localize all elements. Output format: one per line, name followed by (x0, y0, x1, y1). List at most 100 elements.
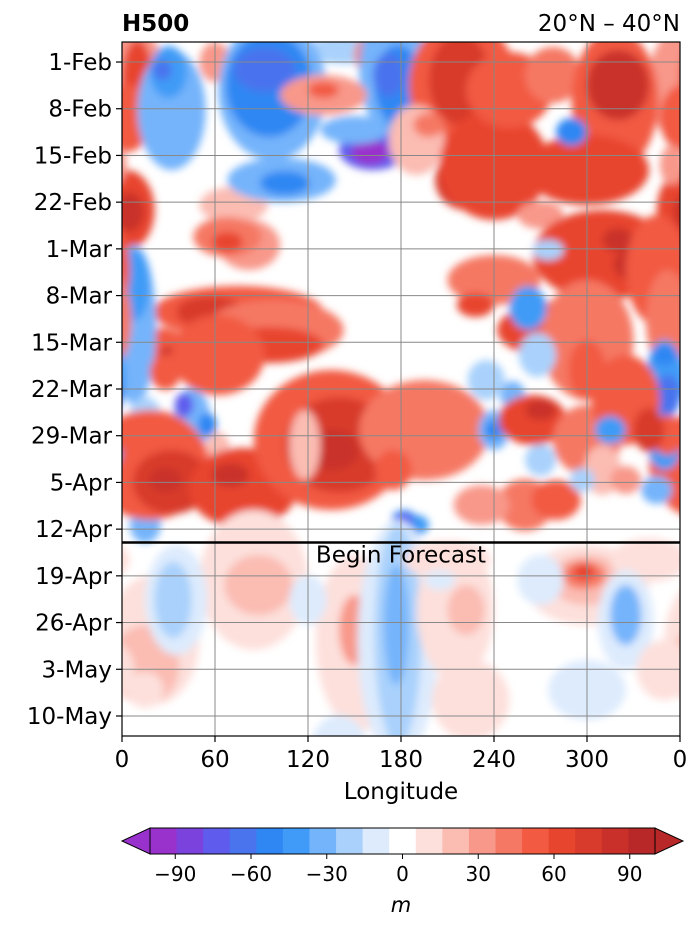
anomaly-cell (312, 715, 366, 736)
plot-area: Begin Forecast (121, 41, 700, 737)
chart-title-left: H500 (122, 11, 189, 37)
x-axis: 0 60 120 180 240 300 0 (115, 736, 687, 773)
anomaly-cell (126, 672, 164, 708)
anomaly-cell (289, 410, 321, 480)
y-tick-label: 22-Mar (31, 377, 113, 403)
anomaly-cell (573, 564, 595, 580)
anomaly-cell (652, 345, 677, 365)
anomaly-cell (211, 232, 243, 252)
anomaly-cell (122, 645, 135, 695)
x-tick-label: 180 (379, 747, 423, 773)
anomaly-cell (224, 555, 293, 615)
colorbar (120, 827, 685, 855)
anomaly-cell (149, 468, 181, 492)
colorbar-extend-low (120, 827, 151, 855)
anomaly-cell (308, 82, 339, 98)
anomaly-cell (641, 476, 673, 504)
colorbar-tick-label: −90 (154, 862, 196, 886)
y-tick-label: 1-Mar (46, 237, 113, 263)
colorbar-swatch (176, 828, 204, 854)
colorbar-swatch (256, 828, 284, 854)
anomaly-cell (587, 50, 649, 120)
anomaly-cell (432, 660, 510, 736)
colorbar-tick-label: 0 (396, 862, 409, 886)
y-tick-label: 1-Feb (48, 50, 112, 76)
x-tick-label: 240 (472, 747, 516, 773)
anomaly-cell (374, 450, 412, 490)
y-tick-label: 15-Feb (34, 143, 112, 169)
chart-title-right: 20°N – 40°N (538, 11, 680, 37)
anomaly-cell (602, 228, 634, 252)
colorbar-swatch (601, 828, 629, 854)
anomaly-cell (153, 60, 172, 80)
anomaly-cell (351, 140, 389, 164)
anomaly-cell (517, 555, 564, 605)
colorbar-swatch (575, 828, 603, 854)
y-tick-label: 22-Feb (34, 190, 112, 216)
anomaly-cell (531, 480, 581, 520)
colorbar-swatch (468, 828, 497, 854)
anomaly-cell (122, 546, 130, 574)
colorbar-swatch (389, 828, 417, 854)
anomaly-cell (373, 53, 405, 97)
x-tick-label: 0 (115, 747, 130, 773)
colorbar-swatch (309, 828, 337, 854)
colorbar-tick-label: −30 (306, 862, 348, 886)
anomaly-cell (453, 485, 510, 525)
colorbar-swatch (495, 828, 523, 854)
anomaly-cell (594, 416, 626, 444)
anomaly-cell (456, 293, 494, 317)
colorbar-swatch (203, 828, 231, 854)
colorbar-extend-high (654, 827, 685, 855)
anomaly-cell (122, 149, 127, 181)
anomaly-cell (673, 195, 680, 229)
anomaly-cell (383, 565, 409, 685)
anomaly-cell (610, 585, 642, 645)
colorbar-swatch (628, 828, 656, 854)
anomaly-cell (525, 400, 556, 420)
anomaly-field (122, 42, 700, 736)
colorbar-swatch (548, 828, 576, 854)
anomaly-cell (413, 113, 445, 137)
anomaly-cell (525, 444, 556, 476)
x-axis-label: Longitude (344, 779, 458, 805)
colorbar-ticks: −90 −60 −30 0 30 60 90 (154, 854, 642, 886)
y-tick-label: 12-Apr (35, 517, 112, 543)
y-tick-label: 10-May (27, 704, 112, 730)
anomaly-cell (659, 145, 680, 185)
x-tick-label: 300 (565, 747, 609, 773)
anomaly-cell (556, 118, 587, 146)
anomaly-cell (171, 315, 265, 395)
anomaly-cell (688, 397, 700, 433)
y-tick-label: 26-Apr (35, 611, 112, 637)
anomaly-cell (633, 408, 665, 452)
anomaly-cell (197, 413, 217, 437)
anomaly-cell (525, 47, 581, 103)
colorbar-tick-label: 90 (617, 862, 642, 886)
anomaly-cell (685, 672, 700, 708)
anomaly-cell (211, 463, 250, 487)
y-tick-label: 19-Apr (35, 564, 112, 590)
anomaly-cell (320, 116, 389, 144)
y-tick-label: 8-Mar (46, 284, 113, 310)
anomaly-cell (122, 357, 126, 403)
anomaly-cell (659, 84, 680, 152)
anomaly-cell (517, 201, 564, 229)
colorbar-swatch (362, 828, 390, 854)
x-tick-label: 60 (200, 747, 229, 773)
colorbar-tick-label: 30 (466, 862, 491, 886)
colorbar-swatch (150, 828, 178, 854)
anomaly-cell (569, 468, 595, 492)
colorbar-swatch (282, 828, 310, 854)
forecast-label: Begin Forecast (316, 542, 486, 568)
y-tick-label: 8-Feb (48, 97, 112, 123)
y-tick-label: 5-Apr (50, 470, 113, 496)
anomaly-cell (122, 192, 144, 232)
colorbar-swatch (336, 828, 364, 854)
y-axis: 1-Feb 8-Feb 15-Feb 22-Feb 1-Mar 8-Mar 15-Mar 22… (27, 50, 122, 730)
anomaly-cell (259, 171, 310, 195)
colorbar-swatch (229, 828, 257, 854)
anomaly-cell (174, 393, 194, 417)
colorbar-swatch (442, 828, 470, 854)
anomaly-cell (532, 240, 564, 260)
